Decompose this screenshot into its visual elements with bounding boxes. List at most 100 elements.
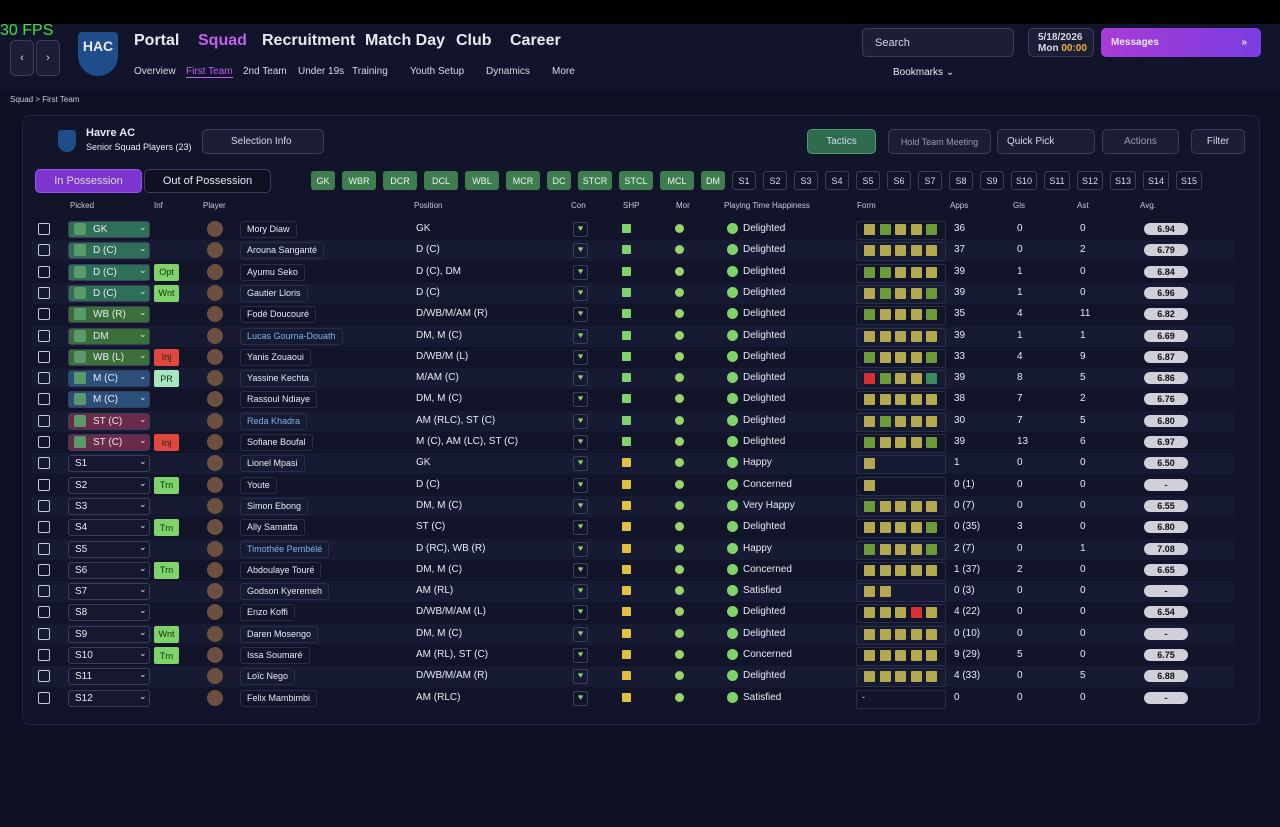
checkbox[interactable] [38, 286, 50, 299]
player-name[interactable]: Lionel Mpasi [240, 455, 305, 473]
checkbox[interactable] [38, 521, 50, 534]
messages[interactable]: Messages» [1101, 28, 1261, 57]
player-name[interactable]: Arouna Sanganté [240, 242, 325, 260]
checkbox[interactable] [38, 308, 50, 321]
checkbox[interactable] [38, 691, 50, 704]
picked-select[interactable]: M (C) [68, 370, 150, 388]
checkbox[interactable] [38, 499, 50, 512]
tactics[interactable]: Tactics [807, 129, 876, 154]
forward[interactable]: › [36, 40, 60, 76]
slot-sub[interactable]: S5 [856, 171, 880, 190]
player-name[interactable]: Felix Mambimbi [240, 689, 318, 707]
checkbox[interactable] [38, 265, 50, 278]
checkbox[interactable] [38, 670, 50, 683]
main-tab[interactable]: Club [456, 32, 492, 49]
picked-select[interactable]: S9 [68, 625, 150, 643]
actions[interactable]: Actions [1102, 129, 1179, 154]
main-tab[interactable]: Career [510, 32, 561, 49]
slot-sub[interactable]: S13 [1110, 171, 1136, 190]
player-name[interactable]: Fodé Doucouré [240, 306, 317, 324]
player-name[interactable]: Youte [240, 476, 277, 494]
checkbox[interactable] [38, 649, 50, 661]
sub-tab[interactable]: Under 19s [298, 66, 345, 77]
slot-starter[interactable]: MCR [506, 171, 540, 190]
main-tab[interactable]: Recruitment [262, 32, 356, 49]
slot-starter[interactable]: DCL [424, 171, 458, 190]
sub-tab[interactable]: Youth Setup [410, 66, 465, 77]
player-name[interactable]: Ally Samatta [240, 519, 305, 537]
slot-starter[interactable]: DCR [383, 171, 417, 190]
player-name[interactable]: Yanis Zouaoui [240, 348, 311, 366]
slot-sub[interactable]: S4 [825, 171, 849, 190]
filter[interactable]: Filter [1191, 129, 1245, 154]
picked-select[interactable]: S4 [68, 519, 150, 537]
checkbox[interactable] [38, 563, 50, 576]
player-name[interactable]: Loïc Nego [240, 668, 296, 686]
sub-tab[interactable]: Training [352, 66, 388, 77]
main-tab[interactable]: Match Day [365, 32, 446, 49]
picked-select[interactable]: D (C) [68, 284, 150, 302]
picked-select[interactable]: DM [68, 327, 150, 345]
picked-select[interactable]: S10 [68, 647, 150, 664]
crumb[interactable]: First Team [42, 95, 80, 104]
picked-select[interactable]: S3 [68, 497, 150, 515]
picked-select[interactable]: D (C) [68, 242, 150, 260]
hold-meeting[interactable]: Hold Team Meeting [888, 129, 991, 154]
slot-sub[interactable]: S12 [1077, 171, 1103, 190]
selection-info[interactable]: Selection Info [202, 129, 324, 154]
slot-sub[interactable]: S6 [887, 171, 911, 190]
picked-select[interactable]: WB (R) [68, 306, 150, 324]
sub-tab[interactable]: More [552, 66, 575, 77]
checkbox[interactable] [38, 414, 50, 427]
picked-select[interactable]: S8 [68, 604, 150, 622]
bookmarks[interactable]: Bookmarks ⌄ [893, 67, 955, 78]
player-name[interactable]: Timothée Pembélé [240, 540, 330, 558]
picked-select[interactable]: WB (L) [68, 348, 150, 366]
picked-select[interactable]: S12 [68, 689, 150, 707]
sub-tab[interactable]: 2nd Team [243, 66, 287, 77]
checkbox[interactable] [38, 223, 50, 235]
sub-tab[interactable]: Dynamics [486, 66, 530, 77]
picked-select[interactable]: GK [68, 221, 150, 238]
player-name[interactable]: Sofiane Boufal [240, 434, 313, 451]
slot-starter[interactable]: STCL [619, 171, 653, 190]
picked-select[interactable]: D (C) [68, 263, 150, 281]
player-name[interactable]: Rassoul Ndiaye [240, 391, 318, 409]
picked-select[interactable]: S5 [68, 540, 150, 558]
player-name[interactable]: Mory Diaw [240, 221, 297, 238]
player-name[interactable]: Issa Soumaré [240, 647, 310, 664]
checkbox[interactable] [38, 542, 50, 555]
player-name[interactable]: Enzo Koffi [240, 604, 295, 622]
picked-select[interactable]: ST (C) [68, 412, 150, 430]
tab-active[interactable]: In Possession [35, 169, 142, 193]
slot-starter[interactable]: WBL [465, 171, 499, 190]
slot-sub[interactable]: S1 [732, 171, 756, 190]
picked-select[interactable]: S11 [68, 668, 150, 686]
player-name[interactable]: Gautier Lloris [240, 284, 308, 302]
slot-sub[interactable]: S14 [1143, 171, 1169, 190]
slot-starter[interactable]: STCR [578, 171, 612, 190]
crumb[interactable]: Squad [10, 95, 34, 104]
player-name[interactable]: Simon Ebong [240, 497, 309, 515]
player-name[interactable]: Lucas Gourna-Douath [240, 327, 343, 345]
slot-sub[interactable]: S3 [794, 171, 818, 190]
slot-sub[interactable]: S15 [1176, 171, 1202, 190]
checkbox[interactable] [38, 372, 50, 385]
search-box[interactable]: Search [862, 28, 1014, 57]
checkbox[interactable] [38, 627, 50, 640]
slot-sub[interactable]: S10 [1011, 171, 1037, 190]
slot-sub[interactable]: S11 [1044, 171, 1070, 190]
sub-tab[interactable]: First Team [186, 66, 233, 78]
player-name[interactable]: Reda Khadra [240, 412, 308, 430]
checkbox[interactable] [38, 350, 50, 363]
checkbox[interactable] [38, 457, 50, 470]
slot-sub[interactable]: S9 [980, 171, 1004, 190]
checkbox[interactable] [38, 606, 50, 619]
player-name[interactable]: Yassine Kechta [240, 370, 316, 388]
date-box[interactable]: 5/18/2026 Mon 00:00 [1028, 28, 1094, 57]
checkbox[interactable] [38, 585, 50, 598]
player-name[interactable]: Godson Kyeremeh [240, 583, 330, 601]
checkbox[interactable] [38, 478, 50, 491]
player-name[interactable]: Daren Mosengo [240, 625, 319, 643]
player-name[interactable]: Ayumu Seko [240, 263, 305, 281]
